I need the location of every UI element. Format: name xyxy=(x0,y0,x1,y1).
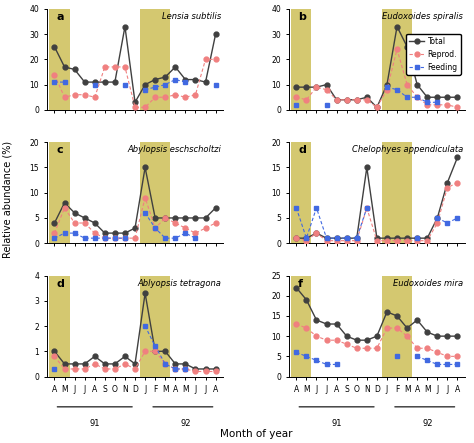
Text: c: c xyxy=(56,145,63,155)
Bar xyxy=(49,9,70,110)
Text: b: b xyxy=(298,12,306,22)
Text: Chelophyes appendiculata: Chelophyes appendiculata xyxy=(352,145,463,154)
Text: Eudoxoides mira: Eudoxoides mira xyxy=(392,279,463,288)
Bar xyxy=(49,142,70,243)
Text: Month of year: Month of year xyxy=(220,428,292,439)
Bar xyxy=(292,9,311,110)
Bar xyxy=(292,142,311,243)
Text: Lensia subtilis: Lensia subtilis xyxy=(162,12,221,21)
Bar xyxy=(140,9,170,110)
Text: a: a xyxy=(56,12,64,22)
Text: f: f xyxy=(298,279,303,288)
Text: Abylopsis eschscholtzi: Abylopsis eschscholtzi xyxy=(127,145,221,154)
Bar xyxy=(140,142,170,243)
Bar xyxy=(140,276,170,377)
Text: Relative abundance (%): Relative abundance (%) xyxy=(2,141,12,258)
Text: 92: 92 xyxy=(422,419,432,428)
Text: d: d xyxy=(298,145,306,155)
Legend: Total, Reprod., Feeding: Total, Reprod., Feeding xyxy=(406,34,461,75)
Text: 91: 91 xyxy=(331,419,342,428)
Text: 92: 92 xyxy=(180,419,191,428)
Text: Ablyopsis tetragona: Ablyopsis tetragona xyxy=(137,279,221,288)
Bar xyxy=(292,276,311,377)
Text: Eudoxoides spiralis: Eudoxoides spiralis xyxy=(382,12,463,21)
Bar xyxy=(49,276,70,377)
Text: 91: 91 xyxy=(90,419,100,428)
Text: d: d xyxy=(56,279,64,288)
Bar xyxy=(382,9,412,110)
Bar xyxy=(382,142,412,243)
Bar xyxy=(382,276,412,377)
